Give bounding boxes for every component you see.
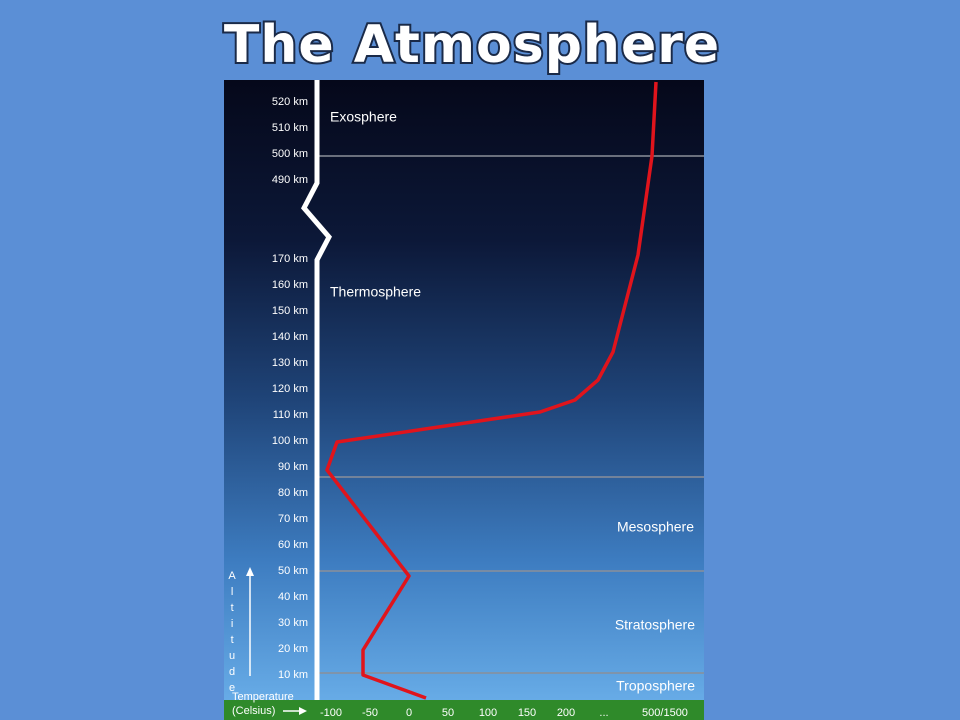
altitude-label: 10 km <box>278 669 308 681</box>
temperature-curve <box>325 81 658 700</box>
layer-label: Stratosphere <box>615 617 695 633</box>
temperature-label: ... <box>599 707 608 719</box>
altitude-label: 510 km <box>272 122 308 134</box>
altitude-label: 490 km <box>272 174 308 186</box>
altitude-label: 160 km <box>272 279 308 291</box>
altitude-label: 60 km <box>278 539 308 551</box>
slide-title: The Atmosphere <box>224 15 720 75</box>
altitude-label: 90 km <box>278 461 308 473</box>
altitude-label: 120 km <box>272 383 308 395</box>
temperature-label: -50 <box>362 707 378 719</box>
layer-label: Exosphere <box>330 109 397 125</box>
altitude-label: 170 km <box>272 253 308 265</box>
temperature-label: 0 <box>406 707 412 719</box>
layer-label: Thermosphere <box>330 284 421 300</box>
ground <box>224 700 704 720</box>
altitude-label: 130 km <box>272 357 308 369</box>
temperature-label: 150 <box>518 707 536 719</box>
layer-boundaries <box>318 155 704 674</box>
temperature-label: 200 <box>557 707 575 719</box>
altitude-label: 110 km <box>273 409 308 421</box>
altitude-label: 50 km <box>278 565 308 577</box>
temperature-label: 50 <box>442 707 454 719</box>
altitude-label: 520 km <box>272 96 308 108</box>
altitude-label: 30 km <box>278 617 308 629</box>
temperature-arrowhead <box>299 707 307 715</box>
temperature-label: 100 <box>479 707 497 719</box>
altitude-label: 100 km <box>272 435 308 447</box>
temperature-label: 500/1500 <box>642 707 688 719</box>
altitude-label: 140 km <box>272 331 308 343</box>
temperature-axis-label: Temperature <box>232 691 294 703</box>
altitude-label: 70 km <box>278 513 308 525</box>
altitude-label: 80 km <box>278 487 308 499</box>
altitude-axis <box>301 80 333 700</box>
altitude-label: 150 km <box>272 305 308 317</box>
sky-background <box>224 80 704 720</box>
altitude-label: 40 km <box>278 591 308 603</box>
altitude-label: 500 km <box>272 148 308 160</box>
layer-label: Mesosphere <box>617 519 694 535</box>
altitude-axis-label: Altitude <box>226 570 238 698</box>
temperature-axis-label: (Celsius) <box>232 705 275 717</box>
diagram: Altitude <box>224 80 704 720</box>
layer-label: Troposphere <box>616 678 695 694</box>
altitude-label: 20 km <box>278 643 308 655</box>
temperature-label: -100 <box>320 707 342 719</box>
altitude-arrowhead <box>246 567 254 576</box>
